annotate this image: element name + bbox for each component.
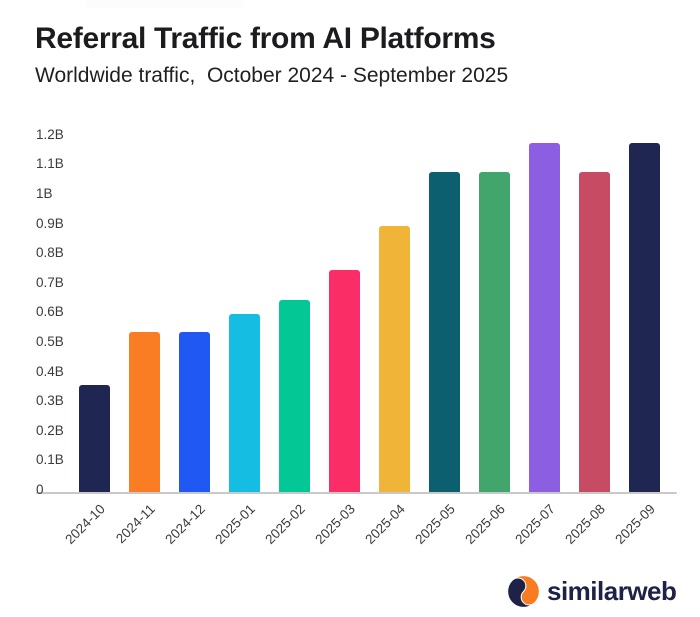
- bar-2025-09: [628, 143, 660, 492]
- bar-2025-03: [328, 270, 360, 492]
- bar-2025-01: [228, 314, 260, 492]
- similarweb-logo-text: similarweb: [547, 576, 677, 606]
- bar-2024-11: [128, 332, 160, 492]
- bar-2025-02: [278, 300, 310, 492]
- similarweb-logo-icon: [507, 575, 540, 608]
- y-tick-1.1B: 1.1B: [36, 156, 64, 172]
- similarweb-logo: similarweb: [507, 575, 677, 608]
- y-tick-1.2B: 1.2B: [36, 126, 64, 142]
- y-tick-0.9B: 0.9B: [36, 215, 64, 231]
- y-tick-0.7B: 0.7B: [36, 274, 64, 290]
- bar-2025-07: [528, 143, 560, 492]
- bar-2025-04: [378, 226, 410, 492]
- y-tick-0: 0: [36, 482, 44, 497]
- bar-2025-08: [578, 172, 610, 492]
- y-tick-0.5B: 0.5B: [36, 334, 64, 349]
- y-tick-1B: 1B: [36, 186, 53, 201]
- bar-2024-12: [178, 332, 210, 492]
- chart-subtitle: Worldwide traffic, October 2024 - Septem…: [35, 64, 509, 87]
- x-axis-line: [36, 492, 677, 494]
- y-tick-0.4B: 0.4B: [36, 363, 64, 379]
- y-tick-0.3B: 0.3B: [36, 393, 64, 409]
- y-tick-0.2B: 0.2B: [36, 422, 64, 438]
- chart-title: Referral Traffic from AI Platforms: [35, 22, 496, 55]
- top-edge-artifact: [86, 0, 244, 8]
- bar-2025-06: [478, 172, 510, 492]
- bar-2025-05: [428, 172, 460, 492]
- bar-2024-10: [78, 385, 110, 492]
- y-tick-0.8B: 0.8B: [36, 245, 64, 261]
- y-tick-0.1B: 0.1B: [36, 452, 64, 468]
- y-tick-0.6B: 0.6B: [36, 304, 64, 320]
